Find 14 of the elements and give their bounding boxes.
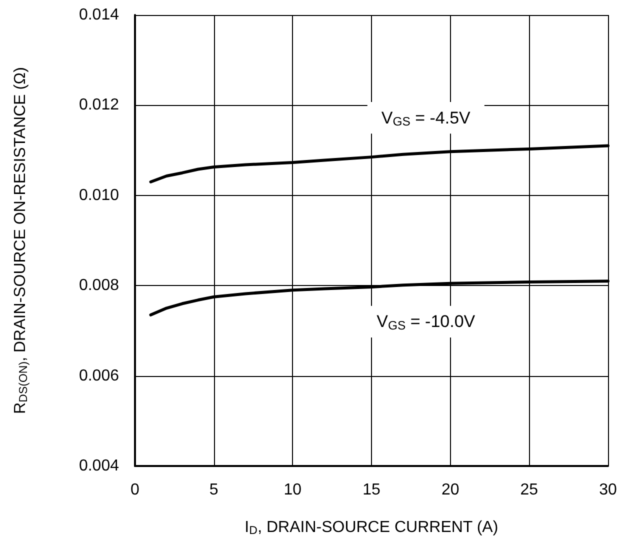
y-tick-label: 0.014 xyxy=(78,6,120,24)
y-tick-label: 0.006 xyxy=(78,367,120,384)
x-tick-label: 10 xyxy=(284,482,302,498)
y-tick-label: 0.010 xyxy=(78,186,120,204)
x-tick-label: 20 xyxy=(441,482,460,498)
y-tick-label: 0.012 xyxy=(78,96,120,114)
y-axis-title: RDS(ON), DRAIN-SOURCE ON-RESISTANCE (Ω) xyxy=(12,67,30,414)
x-tick-label: 30 xyxy=(599,482,617,498)
x-tick-label: 5 xyxy=(209,482,218,498)
y-tick-label: 0.004 xyxy=(78,458,120,474)
x-tick-label: 15 xyxy=(362,482,380,498)
x-tick-label: 25 xyxy=(520,482,538,498)
y-tick-label: 0.008 xyxy=(78,277,120,294)
x-tick-label: 0 xyxy=(130,482,140,498)
